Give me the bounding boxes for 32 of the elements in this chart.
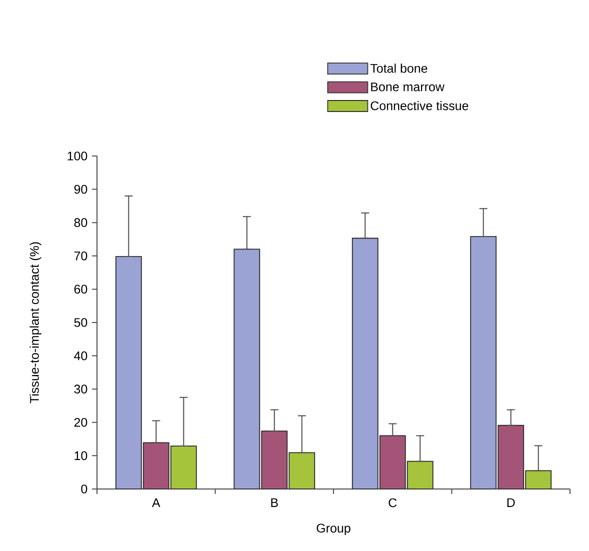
bar [234,248,260,489]
bar [379,435,406,489]
y-tick-label: 50 [74,318,88,327]
bar [142,442,170,489]
bar [288,452,316,489]
bar [470,236,497,489]
bar [170,446,197,489]
bar [261,430,288,489]
y-tick-label: 0 [81,484,88,494]
bar [498,424,524,489]
y-tick-label: 70 [74,251,88,260]
y-tick-label: 100 [68,152,88,160]
y-tick-label: 20 [74,418,88,427]
x-tick-label: C [388,498,397,508]
y-tick-label: 90 [74,184,88,194]
bar [115,256,142,489]
y-tick-label: 30 [74,384,88,394]
legend-label: Total bone [370,64,428,73]
x-axis-title: Group [316,524,350,536]
y-tick-label: 60 [74,284,88,294]
y-tick-label: 40 [74,351,88,360]
x-tick-label: D [507,498,515,507]
legend-label: Connective tissue [370,101,468,110]
bar [525,470,552,489]
legend-label: Bone marrow [371,82,444,92]
y-axis-title: Tissue-to-implant contact (%) [30,242,42,404]
x-tick-label: B [271,498,278,507]
y-tick-label: 80 [74,218,88,228]
x-tick-label: A [152,498,160,507]
bar [406,460,434,489]
bar [352,238,378,489]
y-tick-label: 10 [74,451,88,460]
